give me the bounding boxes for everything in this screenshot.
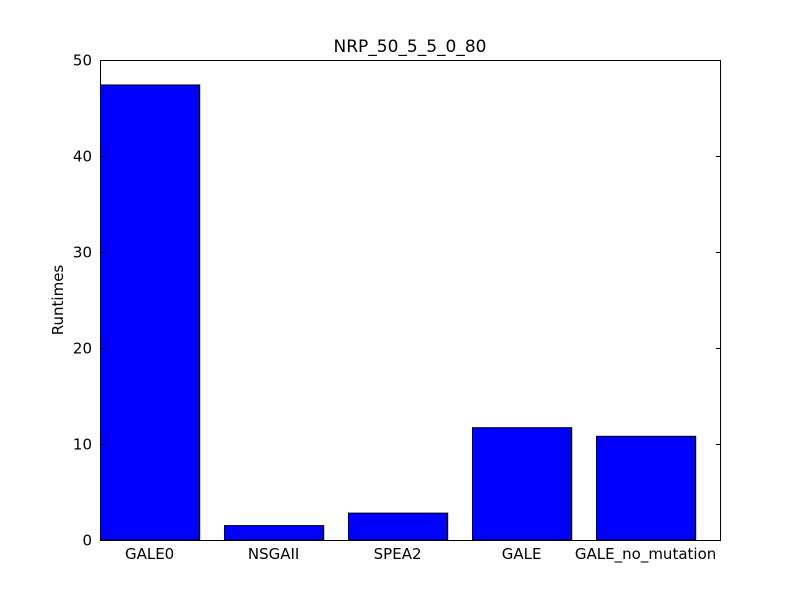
bar-spea2 [348,512,449,541]
bar-gale [472,427,573,541]
y-tick-label: 30 [73,244,92,262]
bar-gale-no-mutation [596,435,697,541]
x-tick-label: GALE [502,545,542,563]
y-tick-label: 10 [73,436,92,454]
x-tick-label: SPEA2 [374,545,422,563]
chart-title: NRP_50_5_5_0_80 [334,37,487,57]
x-tick-label: GALE_no_mutation [575,545,716,564]
plot-frame [100,60,721,541]
y-tick-label: 0 [82,532,92,550]
bars-group [100,84,697,541]
x-tick-label: GALE0 [125,545,174,563]
x-tick-labels: GALE0 NSGAII SPEA2 GALE GALE_no_mutation [125,545,716,564]
bar-gale0 [100,84,201,541]
y-tick-label: 40 [73,148,92,166]
ticks-group: 0 10 20 30 40 50 [73,52,720,550]
y-axis-label: Runtimes [49,265,67,336]
x-tick-label: NSGAII [248,545,299,563]
y-tick-label: 50 [73,52,92,70]
bar-nsgaii [224,525,325,541]
y-tick-label: 20 [73,340,92,358]
